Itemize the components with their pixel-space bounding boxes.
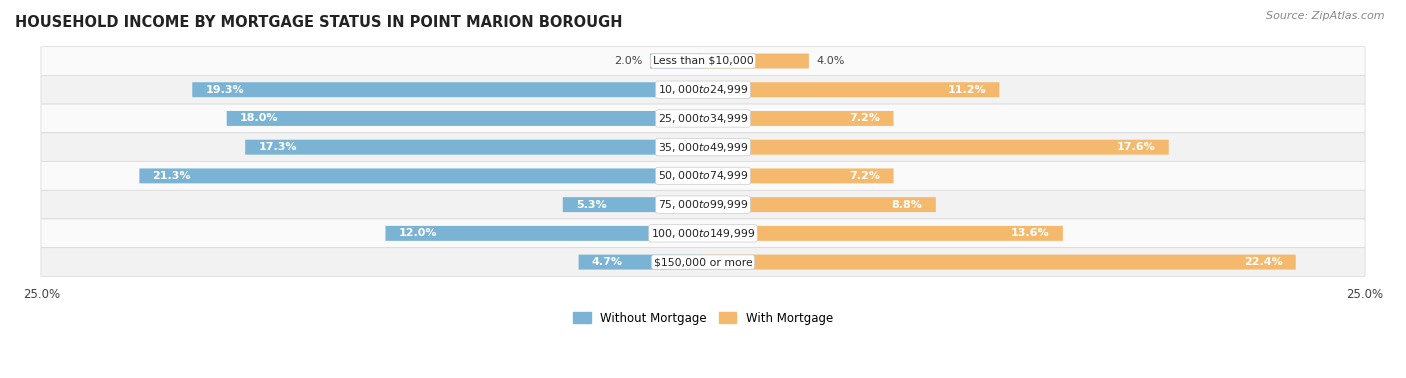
FancyBboxPatch shape — [41, 219, 1365, 248]
Text: Source: ZipAtlas.com: Source: ZipAtlas.com — [1267, 11, 1385, 21]
FancyBboxPatch shape — [41, 161, 1365, 190]
Text: $10,000 to $24,999: $10,000 to $24,999 — [658, 83, 748, 96]
FancyBboxPatch shape — [41, 190, 1365, 219]
FancyBboxPatch shape — [703, 82, 1000, 97]
FancyBboxPatch shape — [226, 111, 703, 126]
FancyBboxPatch shape — [245, 140, 703, 155]
Text: 21.3%: 21.3% — [153, 171, 191, 181]
Text: 19.3%: 19.3% — [205, 85, 245, 95]
Text: $150,000 or more: $150,000 or more — [654, 257, 752, 267]
Text: 13.6%: 13.6% — [1011, 228, 1050, 239]
Text: 17.6%: 17.6% — [1116, 142, 1156, 152]
Legend: Without Mortgage, With Mortgage: Without Mortgage, With Mortgage — [568, 307, 838, 329]
FancyBboxPatch shape — [703, 54, 808, 68]
Text: 17.3%: 17.3% — [259, 142, 297, 152]
FancyBboxPatch shape — [703, 255, 1296, 270]
Text: 2.0%: 2.0% — [614, 56, 643, 66]
FancyBboxPatch shape — [579, 255, 703, 270]
FancyBboxPatch shape — [703, 140, 1168, 155]
FancyBboxPatch shape — [41, 75, 1365, 104]
FancyBboxPatch shape — [139, 169, 703, 183]
Text: $25,000 to $34,999: $25,000 to $34,999 — [658, 112, 748, 125]
Text: 12.0%: 12.0% — [399, 228, 437, 239]
FancyBboxPatch shape — [41, 46, 1365, 75]
Text: 4.0%: 4.0% — [817, 56, 845, 66]
FancyBboxPatch shape — [703, 169, 894, 183]
FancyBboxPatch shape — [650, 54, 703, 68]
FancyBboxPatch shape — [703, 197, 936, 212]
FancyBboxPatch shape — [703, 226, 1063, 241]
Text: HOUSEHOLD INCOME BY MORTGAGE STATUS IN POINT MARION BOROUGH: HOUSEHOLD INCOME BY MORTGAGE STATUS IN P… — [15, 15, 623, 30]
FancyBboxPatch shape — [41, 133, 1365, 161]
Text: 18.0%: 18.0% — [240, 113, 278, 124]
Text: 5.3%: 5.3% — [576, 200, 606, 210]
FancyBboxPatch shape — [385, 226, 703, 241]
FancyBboxPatch shape — [562, 197, 703, 212]
Text: 4.7%: 4.7% — [592, 257, 623, 267]
FancyBboxPatch shape — [41, 104, 1365, 133]
Text: 7.2%: 7.2% — [849, 113, 880, 124]
Text: 8.8%: 8.8% — [891, 200, 922, 210]
Text: $75,000 to $99,999: $75,000 to $99,999 — [658, 198, 748, 211]
FancyBboxPatch shape — [41, 248, 1365, 276]
FancyBboxPatch shape — [703, 111, 894, 126]
Text: $50,000 to $74,999: $50,000 to $74,999 — [658, 169, 748, 183]
Text: 22.4%: 22.4% — [1244, 257, 1282, 267]
Text: Less than $10,000: Less than $10,000 — [652, 56, 754, 66]
FancyBboxPatch shape — [193, 82, 703, 97]
Text: 11.2%: 11.2% — [948, 85, 986, 95]
Text: $100,000 to $149,999: $100,000 to $149,999 — [651, 227, 755, 240]
Text: $35,000 to $49,999: $35,000 to $49,999 — [658, 141, 748, 154]
Text: 7.2%: 7.2% — [849, 171, 880, 181]
